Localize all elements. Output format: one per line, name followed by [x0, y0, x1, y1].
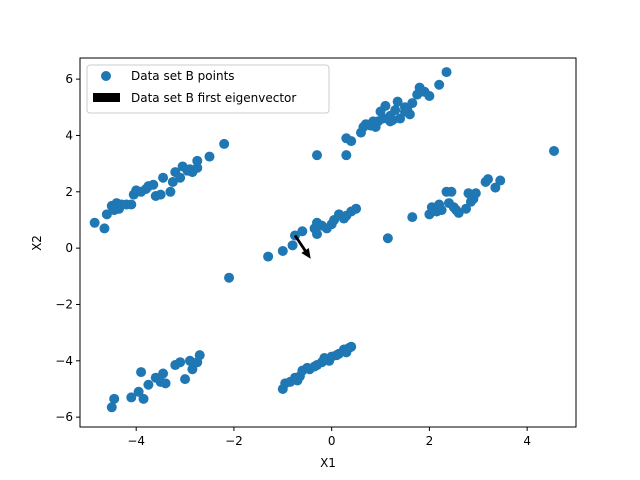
arrow-layer [293, 234, 311, 259]
data-point [436, 205, 447, 216]
data-point [470, 188, 481, 199]
data-point [483, 174, 494, 185]
x-axis-label: X1 [320, 456, 336, 470]
y-tick-label: 4 [65, 128, 73, 142]
y-axis-label: X2 [30, 235, 44, 251]
data-point [126, 199, 137, 210]
data-point [148, 179, 159, 190]
data-point [395, 113, 406, 124]
data-point [399, 106, 410, 117]
legend-marker-eigenvector [93, 93, 120, 102]
x-tick-label: −2 [225, 434, 243, 448]
data-point [549, 145, 560, 156]
data-point [175, 172, 186, 183]
legend-marker-points [101, 71, 111, 81]
y-tick-label: 6 [65, 72, 73, 86]
x-tick-label: −4 [127, 434, 145, 448]
data-point [407, 212, 418, 223]
eigenvector-arrow [293, 234, 311, 259]
data-point [204, 151, 215, 162]
data-point [351, 203, 362, 214]
data-point [380, 100, 391, 111]
y-axis-ticks: −6 −4 −2 0 2 4 6 [55, 72, 80, 424]
data-point [312, 229, 323, 240]
x-tick-label: 4 [523, 434, 531, 448]
data-point [390, 105, 401, 116]
data-point [495, 175, 506, 186]
data-point [101, 209, 112, 220]
data-point [136, 367, 147, 378]
data-point [219, 138, 230, 149]
data-point [194, 350, 205, 361]
data-point [138, 393, 149, 404]
points-layer [89, 67, 560, 413]
y-tick-label: −4 [55, 354, 73, 368]
data-point [312, 150, 323, 161]
data-point [158, 368, 169, 379]
data-point [192, 155, 203, 166]
data-point [297, 226, 308, 237]
data-point [341, 347, 352, 358]
data-point [341, 150, 352, 161]
data-point [187, 364, 198, 375]
y-tick-label: −2 [55, 297, 73, 311]
legend-box [86, 64, 330, 114]
data-point [109, 393, 120, 404]
legend-label-eigenvector: Data set B first eigenvector [131, 91, 296, 105]
data-point [143, 379, 154, 390]
data-point [89, 217, 100, 228]
plot-frame [79, 57, 577, 428]
data-point [99, 223, 110, 234]
data-point [106, 402, 117, 413]
data-point [167, 176, 178, 187]
data-point [446, 186, 457, 197]
data-point [192, 162, 203, 173]
y-tick-label: 0 [65, 241, 73, 255]
data-point [441, 67, 452, 78]
x-tick-label: 0 [328, 434, 336, 448]
legend-label-points: Data set B points [131, 69, 235, 83]
y-tick-label: 2 [65, 185, 73, 199]
data-point [407, 98, 418, 109]
data-point [385, 116, 396, 127]
data-point [175, 357, 186, 368]
data-point [160, 378, 171, 389]
data-point [453, 207, 464, 218]
data-point [368, 116, 379, 127]
data-point [155, 189, 166, 200]
data-point [277, 245, 288, 256]
data-point [490, 182, 501, 193]
data-point [180, 374, 191, 385]
data-point [224, 272, 235, 283]
legend: Data set B points Data set B first eigen… [86, 64, 330, 114]
data-point [287, 240, 298, 251]
x-tick-label: 2 [426, 434, 434, 448]
data-point [392, 96, 403, 107]
data-point [165, 186, 176, 197]
data-point [158, 172, 169, 183]
y-tick-label: −6 [55, 410, 73, 424]
data-point [424, 91, 435, 102]
data-point [382, 233, 393, 244]
data-point [461, 203, 472, 214]
data-point [263, 251, 274, 262]
data-point [126, 392, 137, 403]
data-point [346, 136, 357, 147]
data-point [434, 79, 445, 90]
x-axis-ticks: −4 −2 0 2 4 [127, 427, 531, 448]
data-point [133, 386, 144, 397]
